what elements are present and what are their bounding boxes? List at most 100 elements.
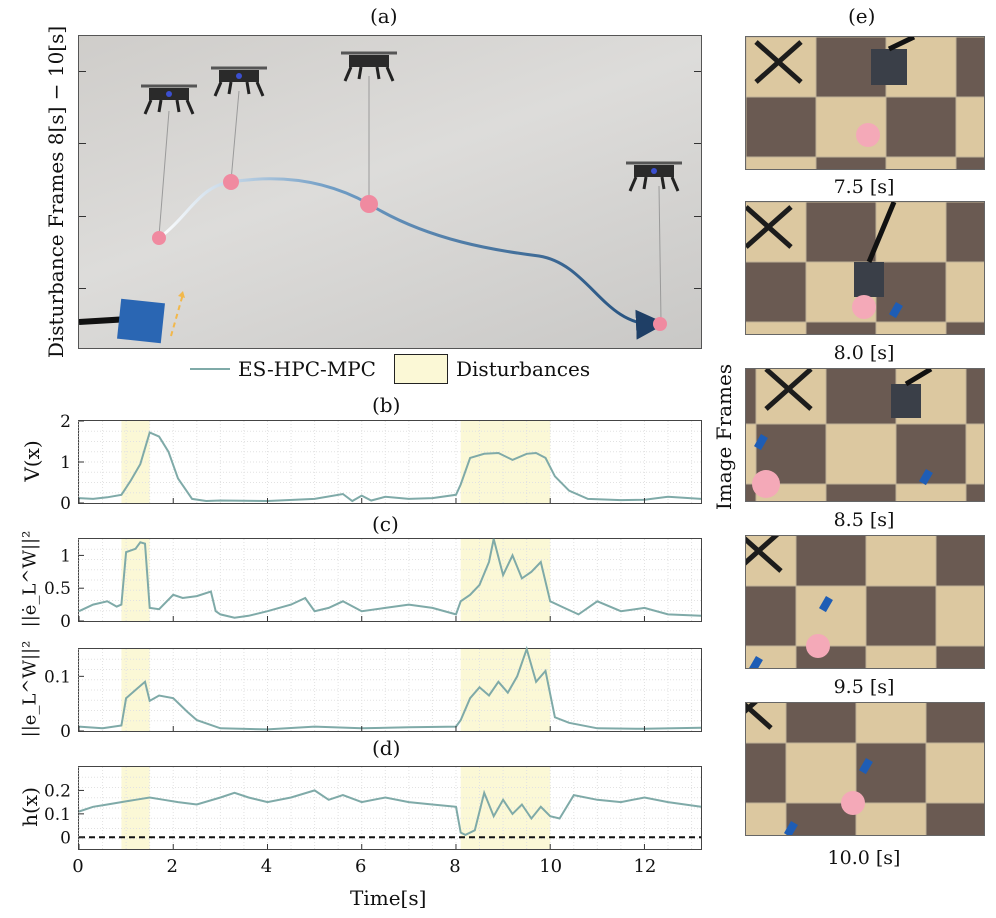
floor-tile [755, 369, 827, 425]
blue-marker [753, 434, 768, 451]
x-tick-label: 0 [72, 856, 84, 877]
floor-tile [746, 802, 787, 835]
floor-tile [885, 96, 957, 158]
trajectory-path [158, 177, 666, 340]
blue-marker [819, 596, 833, 613]
floor-tile [865, 645, 937, 668]
blue-marker [859, 758, 873, 775]
plot-h: 0 0.1 0.2 [44, 766, 702, 850]
ball-icon [841, 791, 865, 815]
ball-icon [852, 295, 876, 319]
plot-svg-0: 0 1 2 [60, 412, 702, 514]
floor-tile [825, 423, 897, 485]
series-line-0 [78, 431, 702, 503]
y-tick-label: 1 [60, 453, 71, 473]
floor-tile [746, 321, 807, 334]
floor-tile [825, 483, 897, 501]
x-tick-label: 2 [166, 856, 178, 877]
image-frames-label: Image Frames [712, 363, 736, 511]
panel-label-d: (d) [372, 736, 401, 760]
floor-tile [965, 369, 984, 425]
ylabel-h: h(x) [18, 787, 42, 827]
floor-tile [785, 703, 857, 744]
floor-tile [825, 369, 897, 425]
ylabel-e: ||e_L^W||² [19, 640, 41, 738]
ylabel-edot: ||ė_L^W||² [19, 530, 41, 628]
blue-marker [889, 302, 903, 319]
frame-time-3: 8.5 [s] [833, 509, 895, 531]
x-tick-label: 6 [354, 856, 367, 877]
x-marker [764, 369, 813, 411]
x-marker [746, 703, 773, 730]
image-frame-2 [745, 201, 985, 335]
floor-tile [746, 585, 797, 647]
frame-time-1: 7.5 [s] [833, 176, 895, 198]
floor-tile [746, 742, 787, 804]
gripper-arm [904, 369, 933, 387]
ball-icon [752, 470, 780, 498]
floor-tile [875, 202, 947, 263]
y-tick-label: 2 [60, 412, 71, 432]
y-tick-label: 1 [60, 546, 71, 566]
floor-tile [875, 261, 947, 323]
floor-tile [885, 156, 957, 169]
ylabel-v: V(x) [20, 440, 44, 482]
floor-tile [965, 483, 984, 501]
floor-tile [895, 483, 967, 501]
frame-scene-4 [746, 703, 984, 835]
floor-tile [945, 261, 984, 323]
y-tick-label: 0.2 [44, 781, 71, 801]
plot-svg-2: 00.1 [44, 645, 702, 742]
frame-time-2: 8.0 [s] [833, 342, 895, 364]
plot-e: 0 0.1 [44, 645, 702, 742]
x-tick-label: 4 [260, 856, 273, 877]
blue-marker [748, 656, 763, 668]
ball-icon [653, 317, 667, 331]
floor-tile [935, 585, 984, 647]
floor-tile [815, 156, 887, 169]
drone-icon [341, 51, 397, 82]
y-tick-label: 0 [60, 828, 71, 848]
y-tick-label: 0 [60, 722, 71, 742]
floor-tile [865, 536, 937, 587]
plot-svg-3: 0 0.1 0.2 [44, 767, 702, 849]
y-tick-label: 0 [60, 494, 71, 514]
gripper-block [891, 384, 921, 418]
drone-icon [211, 66, 267, 97]
panel-label-c: (c) [372, 512, 399, 536]
ball-icon [152, 231, 166, 245]
gripper-block [854, 262, 884, 297]
floor-tile [925, 703, 984, 744]
frame-scene-0 [746, 37, 984, 169]
ball-icon [223, 174, 239, 190]
floor-tile [855, 802, 927, 835]
floor-tile [746, 261, 807, 323]
panel-label-b: (b) [372, 393, 401, 417]
gripper-arm [866, 202, 897, 263]
disturbance-region-0 [121, 767, 150, 849]
plot-v: 0 1 2 [60, 412, 702, 514]
x-axis-label: Time[s] [350, 886, 427, 910]
floor-tile [795, 585, 867, 647]
image-frame-3 [745, 368, 985, 502]
panel-label-a: (a) [370, 4, 398, 28]
disturbance-arrow [170, 293, 184, 337]
floor-tile [785, 742, 857, 804]
frame-scene-1 [746, 202, 984, 334]
photo-ylabel: Disturbance Frames 8[s] − 10[s] [44, 25, 68, 359]
panel-label-e: (e) [848, 4, 876, 28]
x-tick-label: 8 [449, 856, 461, 877]
y-tick-label: 0.1 [44, 667, 71, 687]
floor-tile [855, 742, 927, 804]
series-line-1 [78, 538, 702, 619]
drone-icon [141, 84, 197, 115]
x-marker [746, 205, 793, 249]
floor-tile [955, 156, 984, 169]
gripper-block [871, 49, 907, 85]
frame-time-5: 10.0 [s] [827, 847, 901, 869]
x-tick-labels: 0 2 4 6 8 10 12 [72, 856, 700, 880]
floor-tile [865, 585, 937, 647]
image-frame-1 [745, 36, 985, 170]
floor-tile [945, 202, 984, 263]
floor-tile [925, 802, 984, 835]
